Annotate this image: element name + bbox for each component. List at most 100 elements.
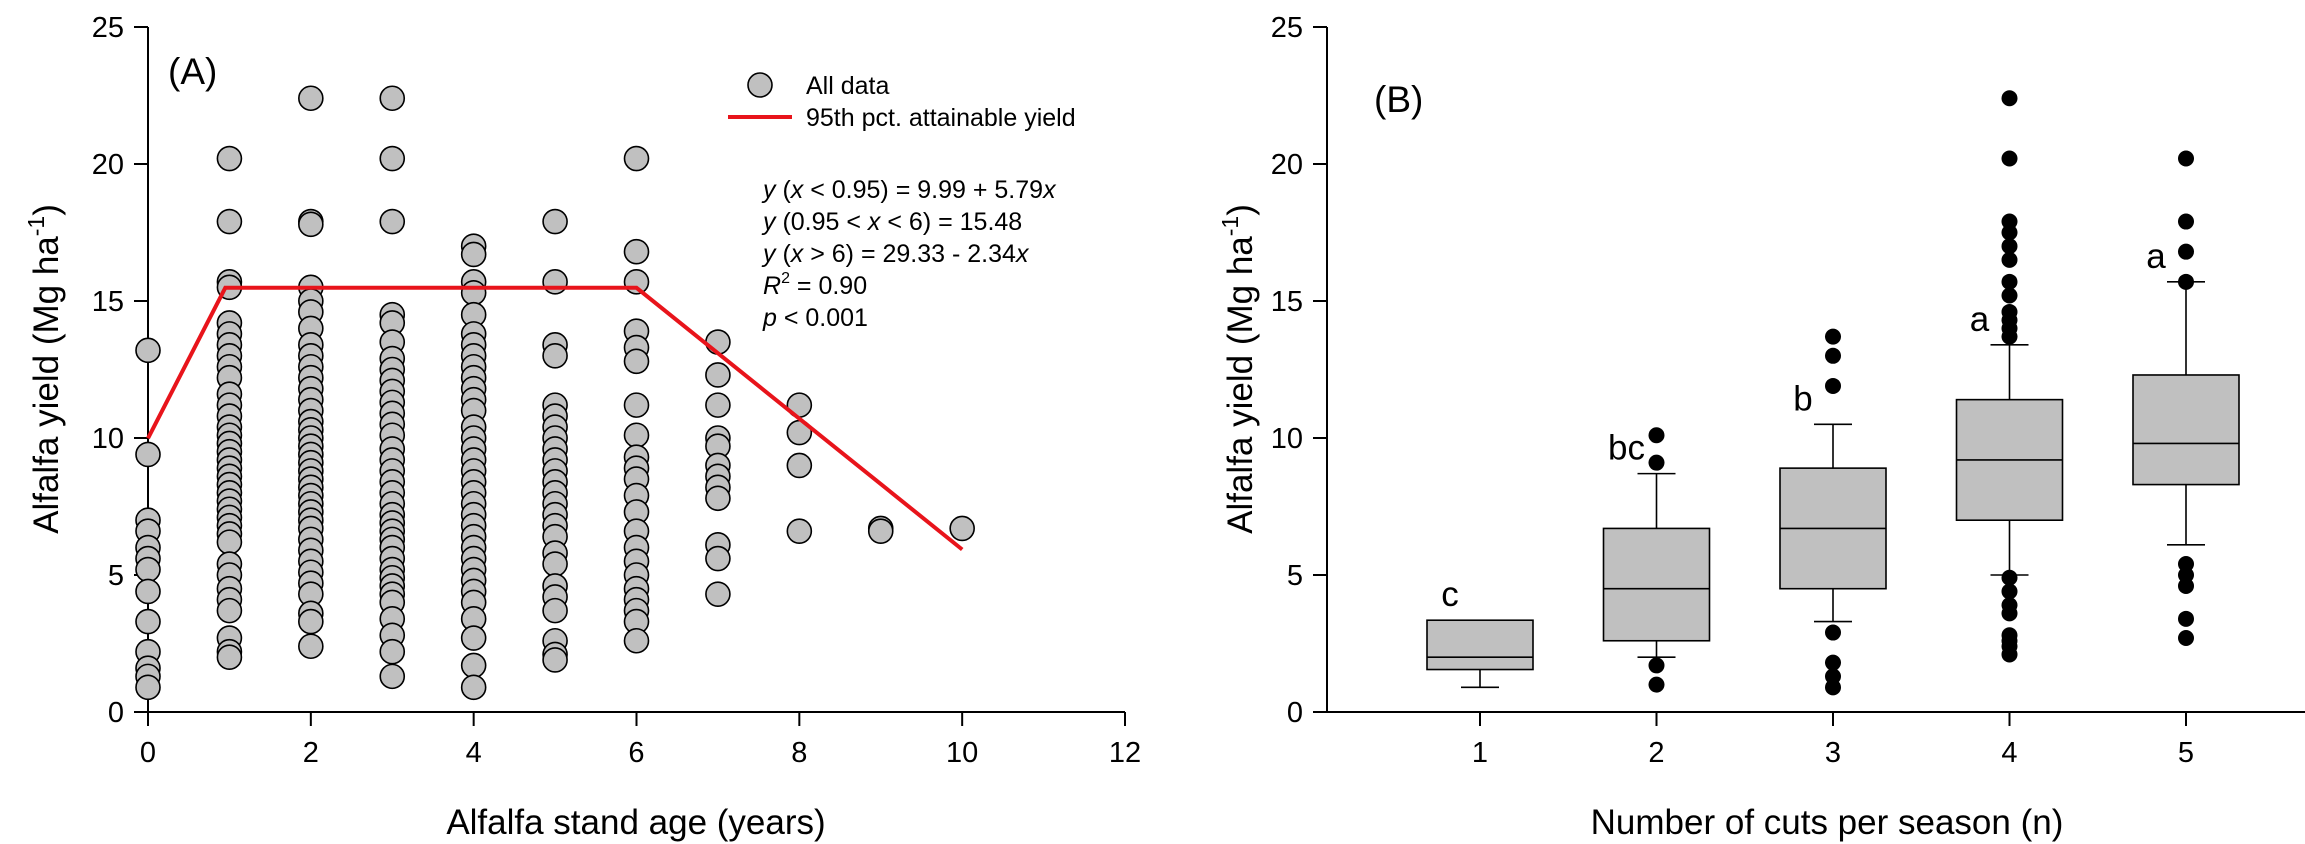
panel-a-x-tick-label: 10 xyxy=(946,737,978,769)
data-point xyxy=(623,238,650,265)
panel-b: 0 5 10 15 20 25 1 2 3 4 5 c bc b a a (B) Number of cut… xyxy=(1217,12,2305,842)
outlier-point xyxy=(1825,624,1841,641)
outlier-point xyxy=(1648,676,1665,693)
panel-a-label: (A) xyxy=(168,51,217,92)
panel-a-x-title: Alfalfa stand age (years) xyxy=(446,803,825,842)
panel-a-x-tick-label: 0 xyxy=(140,737,156,769)
data-point xyxy=(542,551,568,577)
outlier-point xyxy=(2001,287,2018,304)
outlier-point xyxy=(2001,273,2018,290)
panel-b-y-tick-label: 0 xyxy=(1287,697,1303,729)
outlier-point xyxy=(2001,213,2018,230)
data-point xyxy=(298,633,324,660)
outlier-point xyxy=(1825,377,1841,394)
outlier-point xyxy=(1825,654,1841,671)
panel-a-x-tick-label: 2 xyxy=(303,737,319,769)
outlier-point xyxy=(2178,273,2194,290)
data-point xyxy=(135,441,161,468)
outlier-point xyxy=(2001,583,2018,600)
r-squared: R2 = 0.90 xyxy=(763,270,867,300)
outlier-point xyxy=(2001,251,2018,268)
panel-a-legend: All data 95th pct. attainable yield xyxy=(728,72,1076,132)
panel-a-y-tick-label: 5 xyxy=(108,560,124,592)
data-point xyxy=(460,241,487,268)
data-point xyxy=(379,85,406,112)
data-point xyxy=(135,608,161,635)
data-point xyxy=(786,452,813,479)
data-point xyxy=(623,422,650,449)
significance-letter: a xyxy=(1970,300,1990,339)
data-point xyxy=(623,627,650,654)
panel-a-y-tick-label: 10 xyxy=(92,423,124,455)
outlier-point xyxy=(2001,328,2018,345)
data-point xyxy=(460,625,487,651)
outlier-point xyxy=(1825,668,1841,685)
panel-a-y-tick-label: 20 xyxy=(92,149,124,181)
outlier-point xyxy=(1648,657,1665,674)
panel-a-y-title: Alfalfa yield (Mg ha-1) xyxy=(23,204,66,534)
equation-3: y (x > 6) = 29.33 - 2.34x xyxy=(761,240,1030,268)
data-point xyxy=(460,652,487,679)
panel-a-points xyxy=(135,85,975,701)
panel-a-x-tick-label: 8 xyxy=(791,737,807,769)
attainable-yield-line xyxy=(146,285,964,552)
data-point xyxy=(379,208,406,235)
outlier-point xyxy=(2001,90,2018,107)
data-point xyxy=(460,279,487,306)
box-group-1: c xyxy=(1426,575,1534,689)
panel-b-y-tick-label: 25 xyxy=(1271,12,1303,44)
legend-attainable-label: 95th pct. attainable yield xyxy=(806,104,1076,132)
data-point xyxy=(460,674,487,701)
data-point xyxy=(216,208,243,235)
equation-2: y (0.95 < x < 6) = 15.48 xyxy=(761,208,1022,236)
p-value: p < 0.001 xyxy=(762,304,868,332)
legend-all-data-label: All data xyxy=(806,72,889,100)
significance-letter: a xyxy=(2146,237,2166,276)
significance-letter: b xyxy=(1793,379,1812,418)
data-point xyxy=(135,578,161,605)
outlier-point xyxy=(2178,567,2194,583)
data-point xyxy=(379,663,406,690)
panel-a-equations: y (x < 0.95) = 9.99 + 5.79x y (0.95 < x … xyxy=(761,176,1057,332)
box-group-5: a xyxy=(2132,150,2240,647)
panel-b-x-title: Number of cuts per season (n) xyxy=(1591,803,2064,842)
box-group-2: bc xyxy=(1602,427,1711,693)
data-point xyxy=(542,647,568,673)
panel-b-boxes: c bc b a a xyxy=(1426,90,2240,696)
data-point xyxy=(542,342,568,369)
panel-b-x-tick-label: 1 xyxy=(1472,737,1488,769)
outlier-point xyxy=(2178,610,2194,627)
legend-all-data-marker xyxy=(747,72,773,98)
box xyxy=(1602,527,1711,642)
significance-letter: c xyxy=(1441,575,1459,614)
data-point xyxy=(705,362,731,388)
data-point xyxy=(135,674,161,701)
panel-a-y-tick-label: 0 xyxy=(108,697,124,729)
data-point xyxy=(216,145,243,172)
outlier-point xyxy=(1648,454,1665,471)
data-point xyxy=(623,348,650,375)
data-point xyxy=(705,485,731,512)
outlier-point xyxy=(2178,213,2194,230)
panel-a-ticks: 0 2 4 6 8 10 12 0 5 10 15 20 25 xyxy=(92,12,1141,769)
data-point xyxy=(705,329,731,355)
outlier-point xyxy=(2178,630,2194,647)
outlier-point xyxy=(1825,679,1841,696)
outlier-point xyxy=(2178,577,2194,594)
panel-a: 0 2 4 6 8 10 12 0 5 10 15 20 25 (A) All data 95th pc… xyxy=(23,12,1141,842)
panel-a-x-tick-label: 12 xyxy=(1109,737,1141,769)
panel-b-label: (B) xyxy=(1374,79,1423,120)
data-point xyxy=(623,392,650,418)
outlier-point xyxy=(2178,150,2194,167)
data-point xyxy=(867,518,894,544)
box xyxy=(1426,619,1534,671)
data-point xyxy=(705,581,731,607)
outlier-point xyxy=(2178,243,2194,260)
box-group-4: a xyxy=(1955,90,2064,663)
outlier-point xyxy=(1825,347,1841,364)
data-point xyxy=(379,638,406,665)
panel-a-x-tick-label: 6 xyxy=(628,737,644,769)
data-point xyxy=(216,644,243,671)
outlier-point xyxy=(2001,646,2018,663)
